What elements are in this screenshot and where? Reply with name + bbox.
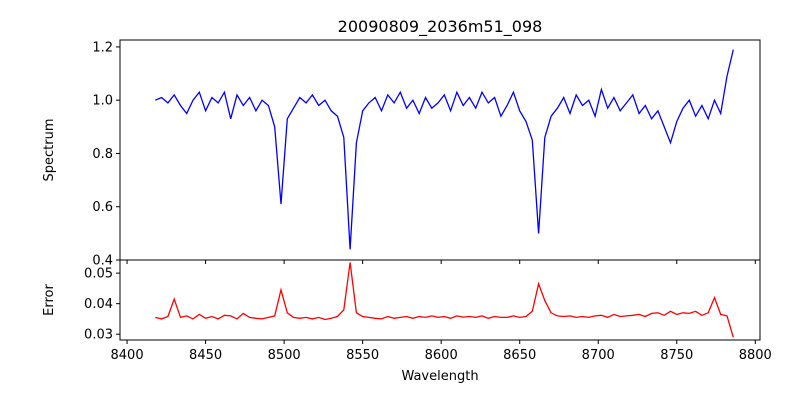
x-tick-label: 8550 — [346, 348, 379, 363]
x-tick-label: 8800 — [739, 348, 772, 363]
x-tick-label: 8450 — [189, 348, 222, 363]
x-axis-label: Wavelength — [401, 369, 478, 384]
y-tick-label: 1.2 — [92, 40, 113, 55]
y-tick-label: 1.0 — [92, 94, 113, 109]
chart-title: 20090809_2036m51_098 — [338, 17, 543, 37]
x-tick-label: 8600 — [425, 348, 458, 363]
y-tick-label: 0.8 — [92, 147, 113, 162]
y-tick-label: 0.04 — [84, 297, 113, 312]
x-tick-label: 8650 — [503, 348, 536, 363]
error-series-line — [155, 262, 734, 338]
x-tick-label: 8700 — [582, 348, 615, 363]
y-tick-label: 0.4 — [92, 254, 113, 269]
error-panel: 0.03 0.04 0.05 8400 8450 8500 8550 8600 8650 8700… — [84, 259, 772, 363]
y-tick-label: 0.05 — [84, 267, 113, 282]
y-tick-label: 0.03 — [84, 328, 113, 343]
y-tick-label: 0.6 — [92, 200, 113, 215]
y-axis-label-error: Error — [42, 284, 57, 316]
x-tick-label: 8750 — [660, 348, 693, 363]
x-tick-label: 8500 — [268, 348, 301, 363]
x-tick-label: 8400 — [111, 348, 144, 363]
axes-frame — [119, 259, 761, 341]
y-axis-label-spectrum: Spectrum — [42, 119, 57, 182]
spectrum-series-line — [155, 49, 734, 250]
